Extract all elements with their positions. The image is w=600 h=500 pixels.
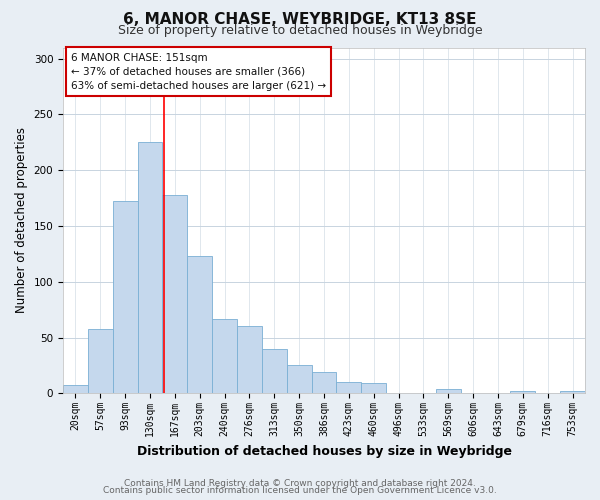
- Text: Size of property relative to detached houses in Weybridge: Size of property relative to detached ho…: [118, 24, 482, 37]
- Bar: [511, 391, 535, 394]
- Text: Contains public sector information licensed under the Open Government Licence v3: Contains public sector information licen…: [103, 486, 497, 495]
- Bar: [287, 366, 311, 394]
- Text: Contains HM Land Registry data © Crown copyright and database right 2024.: Contains HM Land Registry data © Crown c…: [124, 478, 476, 488]
- Bar: [113, 202, 137, 394]
- Y-axis label: Number of detached properties: Number of detached properties: [15, 128, 28, 314]
- Bar: [163, 194, 187, 394]
- X-axis label: Distribution of detached houses by size in Weybridge: Distribution of detached houses by size …: [137, 444, 512, 458]
- Bar: [337, 382, 361, 394]
- Bar: [63, 386, 88, 394]
- Bar: [436, 389, 461, 394]
- Text: 6 MANOR CHASE: 151sqm
← 37% of detached houses are smaller (366)
63% of semi-det: 6 MANOR CHASE: 151sqm ← 37% of detached …: [71, 52, 326, 90]
- Bar: [137, 142, 163, 394]
- Text: 6, MANOR CHASE, WEYBRIDGE, KT13 8SE: 6, MANOR CHASE, WEYBRIDGE, KT13 8SE: [123, 12, 477, 28]
- Bar: [212, 318, 237, 394]
- Bar: [187, 256, 212, 394]
- Bar: [88, 328, 113, 394]
- Bar: [560, 391, 585, 394]
- Bar: [262, 348, 287, 394]
- Bar: [311, 372, 337, 394]
- Bar: [361, 383, 386, 394]
- Bar: [237, 326, 262, 394]
